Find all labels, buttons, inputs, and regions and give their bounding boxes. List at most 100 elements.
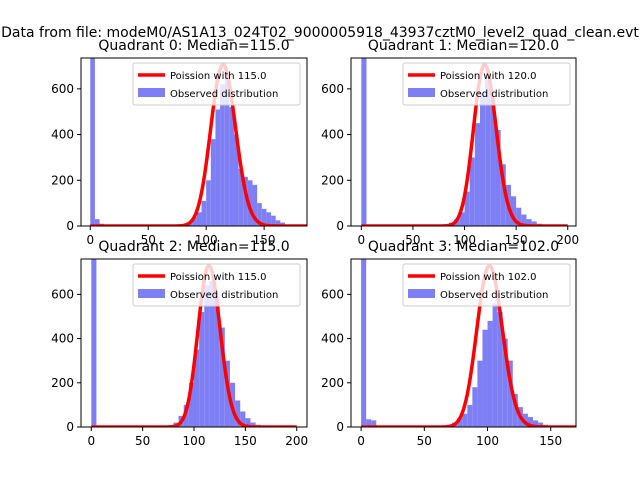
histogram-bar: [204, 285, 210, 427]
legend-bar-swatch: [138, 289, 165, 298]
x-tick-label: 0: [358, 233, 366, 247]
subplot-quadrant-2: 0 50 100 150 200 0 200 400 600 Quadrant 2: Median…: [51, 239, 308, 448]
histogram-bar: [361, 58, 367, 226]
x-tick-label: 100: [195, 233, 218, 247]
y-tick-label: 600: [51, 82, 74, 96]
histogram-bar: [214, 296, 220, 427]
histogram-bar: [522, 413, 528, 427]
legend-entry-hist: Observed distribution: [170, 89, 278, 100]
histogram-bar: [238, 168, 244, 226]
x-tick-label: 0: [357, 434, 365, 448]
histogram-bar: [472, 387, 478, 427]
subplot-title: Quadrant 0: Median=115.0: [98, 38, 289, 54]
histogram-bar: [531, 221, 537, 226]
x-tick-label: 50: [417, 434, 432, 448]
histogram-bar: [474, 123, 481, 226]
histogram-bar: [206, 180, 211, 226]
x-tick-label: 50: [135, 434, 150, 448]
y-tick-label: 0: [66, 219, 74, 233]
x-tick-label: 50: [141, 233, 156, 247]
histogram-bar: [492, 303, 498, 427]
histogram-bar: [271, 215, 276, 226]
axes-frame: [350, 57, 577, 227]
x-tick-label: 150: [539, 434, 562, 448]
axes-frame: [80, 57, 308, 227]
legend-box: [402, 62, 571, 106]
legend-bar-swatch: [138, 88, 165, 97]
histogram-bar: [533, 420, 539, 427]
x-tick-label: 100: [453, 233, 476, 247]
histogram-bar: [459, 212, 465, 226]
y-tick-label: 600: [51, 287, 74, 301]
histogram-bar: [526, 219, 532, 226]
histogram-bar: [371, 420, 377, 427]
legend-entry-curve: Poission with 115.0: [170, 71, 266, 82]
histogram-bar: [90, 58, 95, 226]
x-tick-label: 50: [405, 233, 420, 247]
histogram-bar: [220, 84, 225, 226]
figure-suptitle: Data from file: modeM0/AS1A13_024T02_900…: [1, 25, 639, 41]
histogram-bar: [199, 312, 205, 427]
subplot-quadrant-3: 0 50 100 150 0 200 400 600 Quadrant 3: Median=10…: [321, 239, 577, 448]
legend-entry-curve: Poission with 120.0: [440, 71, 536, 82]
histogram-bar: [215, 109, 221, 226]
histogram-bar: [261, 208, 267, 226]
y-tick-label: 200: [51, 173, 74, 187]
y-tick-label: 600: [321, 287, 344, 301]
x-tick-label: 0: [87, 434, 95, 448]
y-tick-label: 400: [51, 332, 74, 346]
histogram-bar: [91, 259, 97, 427]
plot-area: [89, 58, 307, 226]
histogram-bar: [497, 312, 503, 427]
histogram-bar: [490, 98, 496, 226]
histogram-bar: [512, 393, 518, 427]
x-tick-label: 150: [253, 233, 276, 247]
histogram-bar: [485, 79, 491, 226]
legend-box: [132, 62, 301, 106]
histogram-bar: [210, 139, 216, 226]
legend: Poission with 115.0 Observed distribution: [132, 62, 301, 106]
histogram-bar: [462, 413, 468, 427]
legend: Poission with 102.0 Observed distribution: [402, 263, 571, 307]
histogram-bar: [229, 107, 234, 226]
legend-entry-curve: Poission with 102.0: [440, 272, 536, 283]
histogram-bar: [521, 214, 527, 226]
histogram-bar: [527, 417, 534, 427]
subplot-quadrant-0: 0 50 100 150 0 200 400 600 Quadrant 0: Median=11…: [51, 38, 308, 247]
legend-box: [132, 263, 301, 307]
histogram-bar: [245, 418, 251, 427]
histogram-bar: [495, 130, 501, 226]
x-tick-label: 100: [476, 434, 499, 448]
y-tick-label: 400: [321, 128, 344, 142]
histogram-bar: [196, 212, 202, 226]
legend-bar-swatch: [408, 88, 435, 97]
histogram-bar: [469, 157, 475, 226]
legend-entry-hist: Observed distribution: [440, 89, 548, 100]
histogram-bar: [500, 164, 506, 226]
y-tick-label: 0: [66, 420, 74, 434]
histogram-bar: [250, 422, 256, 427]
x-tick-label: 200: [285, 434, 308, 448]
histogram-bar: [201, 200, 207, 226]
histogram-bar: [477, 360, 483, 427]
legend: Poission with 115.0 Observed distribution: [132, 263, 301, 307]
histogram-bar: [275, 220, 281, 226]
histogram-bar: [219, 327, 225, 427]
y-tick-label: 200: [321, 173, 344, 187]
histogram-bar: [209, 281, 215, 427]
y-tick-label: 400: [321, 332, 344, 346]
legend-entry-hist: Observed distribution: [170, 290, 278, 301]
legend-entry-curve: Poission with 115.0: [170, 272, 266, 283]
histogram-bar: [188, 382, 194, 427]
histogram-bar: [538, 422, 544, 427]
histogram-bar: [235, 400, 241, 427]
histogram-bar: [507, 360, 513, 427]
histogram-bar: [240, 411, 246, 427]
y-tick-label: 400: [51, 128, 74, 142]
histogram-bar: [247, 180, 253, 226]
x-tick-label: 100: [183, 434, 206, 448]
histogram-bar: [361, 259, 367, 427]
histogram-bar: [233, 134, 239, 226]
y-tick-label: 200: [51, 376, 74, 390]
histogram-bar: [252, 184, 258, 226]
